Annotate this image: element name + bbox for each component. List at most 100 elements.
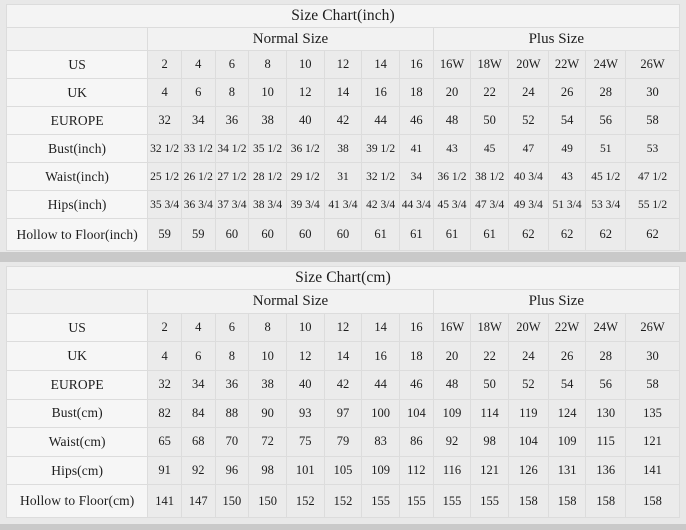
cell-value: 36 1/2 (432, 162, 472, 191)
cell-value: 131 (547, 455, 587, 486)
row-label-us: US (5, 50, 149, 79)
cell-value: 14 (361, 312, 400, 343)
cell-value: 104 (399, 398, 434, 429)
cell-value: 98 (470, 427, 510, 457)
group-header-normal-size: Normal Size (147, 289, 434, 314)
cell-value: 34 1/2 (214, 134, 250, 163)
cell-value: 6 (214, 50, 250, 79)
group-header-plus-size: Plus Size (432, 27, 681, 51)
table-row: Hollow to Floor(cm) 141 147 150 150 152 … (5, 484, 680, 518)
cell-value: 92 (180, 455, 216, 486)
cell-value: 45 1/2 (585, 162, 627, 191)
cell-value: 155 (399, 484, 434, 518)
cell-value: 147 (180, 484, 216, 518)
cell-value: 4 (180, 312, 216, 343)
cell-value: 44 3/4 (399, 190, 434, 219)
cell-value: 104 (508, 427, 549, 457)
cell-value: 32 (147, 106, 182, 135)
cell-value: 8 (248, 50, 287, 79)
group-header-row: Normal Size Plus Size (5, 27, 681, 51)
cell-value: 54 (547, 370, 587, 400)
cell-value: 58 (625, 370, 680, 400)
cell-value: 38 (248, 370, 287, 400)
cell-value: 16W (432, 50, 472, 79)
cell-value: 41 (399, 134, 434, 163)
cell-value: 16 (399, 312, 434, 343)
table-row: Bust(inch) 32 1/2 33 1/2 34 1/2 35 1/2 3… (5, 134, 680, 163)
cell-value: 52 (508, 106, 549, 135)
cell-value: 28 (585, 341, 627, 372)
table-row: Hips(inch) 35 3/4 36 3/4 37 3/4 38 3/4 3… (5, 190, 680, 219)
cell-value: 18W (470, 312, 510, 343)
cell-value: 36 (214, 370, 250, 400)
cell-value: 26 (547, 78, 587, 107)
cell-value: 70 (214, 427, 250, 457)
cell-value: 14 (361, 50, 400, 79)
row-label-uk: UK (5, 78, 149, 107)
cell-value: 59 (147, 218, 182, 251)
cell-value: 98 (248, 455, 287, 486)
cell-value: 25 1/2 (147, 162, 182, 191)
cell-value: 2 (147, 50, 182, 79)
group-header-spacer (5, 27, 149, 51)
cell-value: 44 (361, 370, 400, 400)
cell-value: 60 (248, 218, 287, 251)
cell-value: 56 (585, 370, 627, 400)
cell-value: 36 1/2 (285, 134, 325, 163)
cell-value: 155 (361, 484, 400, 518)
cell-value: 84 (180, 398, 216, 429)
row-label-europe: EUROPE (5, 370, 149, 400)
row-label-bust: Bust(cm) (5, 398, 149, 429)
cell-value: 53 (625, 134, 680, 163)
cell-value: 75 (285, 427, 325, 457)
cell-value: 32 1/2 (361, 162, 400, 191)
cell-value: 135 (625, 398, 680, 429)
cell-value: 158 (585, 484, 627, 518)
cell-value: 18W (470, 50, 510, 79)
cell-value: 28 1/2 (248, 162, 287, 191)
row-label-hips: Hips(inch) (5, 190, 149, 219)
table-row: Waist(inch) 25 1/2 26 1/2 27 1/2 28 1/2 … (5, 162, 680, 191)
cell-value: 8 (214, 78, 250, 107)
cell-value: 116 (432, 455, 472, 486)
cell-value: 40 (285, 370, 325, 400)
cell-value: 12 (323, 50, 363, 79)
cell-value: 109 (361, 455, 400, 486)
cell-value: 16 (361, 341, 400, 372)
cell-value: 36 3/4 (180, 190, 216, 219)
cell-value: 39 1/2 (361, 134, 400, 163)
cell-value: 39 3/4 (285, 190, 325, 219)
cell-value: 6 (180, 78, 216, 107)
cell-value: 46 (399, 106, 434, 135)
cell-value: 65 (147, 427, 182, 457)
cell-value: 8 (214, 341, 250, 372)
cell-value: 62 (547, 218, 587, 251)
cell-value: 88 (214, 398, 250, 429)
cell-value: 158 (508, 484, 549, 518)
size-chart-inch-body: Size Chart(inch) Normal Size Plus Size U… (5, 4, 681, 251)
cell-value: 16W (432, 312, 472, 343)
cell-value: 86 (399, 427, 434, 457)
cell-value: 49 3/4 (508, 190, 549, 219)
cell-value: 20W (508, 312, 549, 343)
cell-value: 31 (323, 162, 363, 191)
cell-value: 45 3/4 (432, 190, 472, 219)
cell-value: 22W (547, 312, 587, 343)
cell-value: 82 (147, 398, 182, 429)
cell-value: 54 (547, 106, 587, 135)
cell-value: 10 (248, 78, 287, 107)
cell-value: 35 1/2 (248, 134, 287, 163)
cell-value: 130 (585, 398, 627, 429)
cell-value: 55 1/2 (625, 190, 680, 219)
cell-value: 83 (361, 427, 400, 457)
cell-value: 79 (323, 427, 363, 457)
cell-value: 60 (323, 218, 363, 251)
cell-value: 43 (547, 162, 587, 191)
cell-value: 51 3/4 (547, 190, 587, 219)
cell-value: 59 (180, 218, 216, 251)
cell-value: 115 (585, 427, 627, 457)
cell-value: 112 (399, 455, 434, 486)
cell-value: 10 (285, 50, 325, 79)
cell-value: 121 (470, 455, 510, 486)
cell-value: 24W (585, 50, 627, 79)
